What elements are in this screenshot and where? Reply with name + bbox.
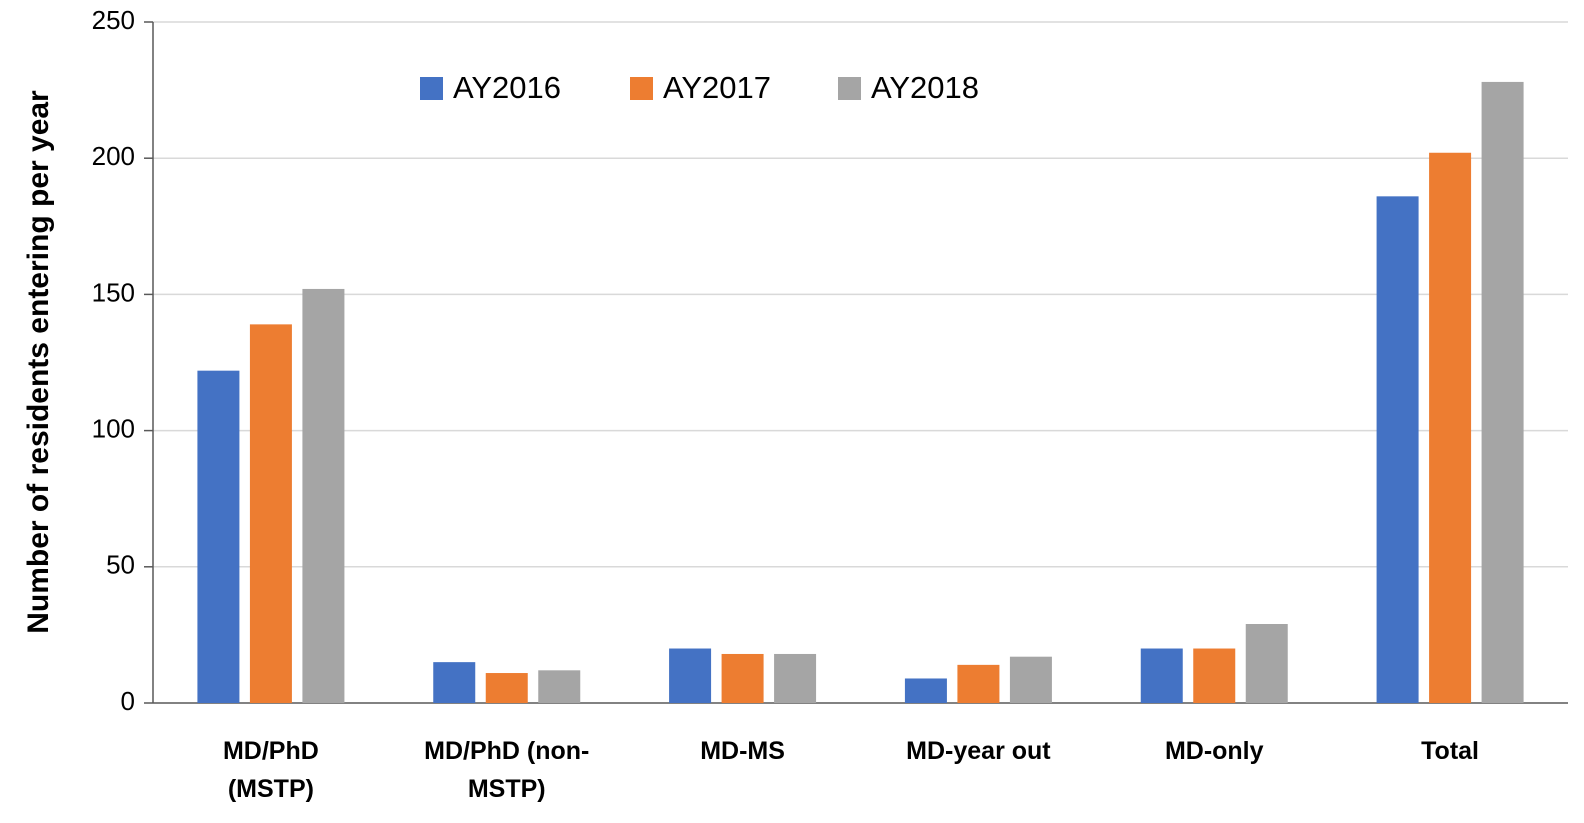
bar [1429, 152, 1472, 703]
bar [485, 673, 528, 703]
legend-swatch [420, 77, 443, 100]
legend-label: AY2016 [453, 70, 561, 105]
y-tick-label: 250 [92, 5, 135, 35]
bar [197, 370, 240, 703]
x-tick-label: Total [1421, 737, 1480, 765]
y-tick-label: 200 [92, 141, 135, 171]
x-tick-label: MD/PhD (non-MSTP) [424, 737, 590, 803]
x-tick-label: MD-MS [700, 737, 785, 765]
bar [302, 288, 345, 703]
x-tick-label: MD/PhD (MSTP) [222, 737, 319, 803]
bar [669, 648, 712, 703]
x-tick-label: MD-only [1164, 737, 1264, 765]
bar [249, 324, 292, 703]
bar [433, 662, 476, 703]
bar [1140, 648, 1183, 703]
bar [721, 653, 764, 703]
legend-swatch [838, 77, 861, 100]
bar [1481, 81, 1524, 704]
x-tick-label: MD-year out [906, 737, 1051, 765]
bar [904, 678, 947, 703]
legend-label: AY2017 [663, 70, 771, 105]
bar [538, 670, 581, 703]
bar [957, 664, 1000, 703]
legend-label: AY2018 [871, 70, 979, 105]
bar [774, 653, 817, 703]
bar [1009, 656, 1052, 703]
bar [1245, 624, 1288, 703]
y-tick-label: 0 [121, 686, 135, 716]
y-tick-label: 50 [106, 550, 135, 580]
legend-swatch [630, 77, 653, 100]
y-tick-label: 150 [92, 277, 135, 307]
y-axis-label: Number of residents entering per year [22, 90, 55, 634]
bar [1193, 648, 1236, 703]
bar [1376, 196, 1419, 703]
y-tick-label: 100 [92, 413, 135, 443]
